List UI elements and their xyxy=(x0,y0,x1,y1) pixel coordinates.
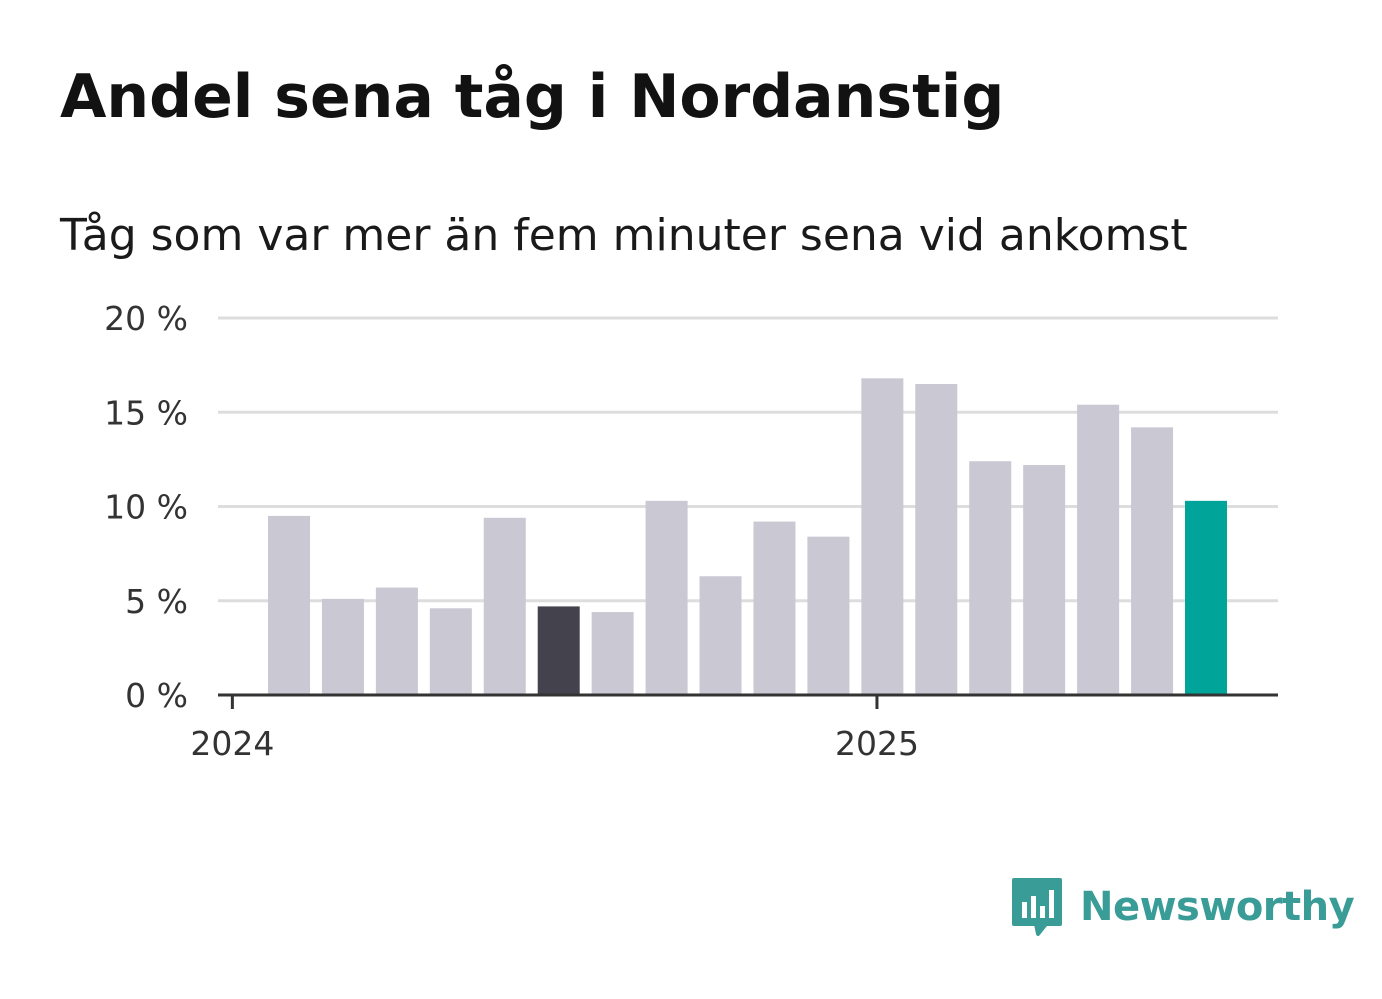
bar xyxy=(1131,427,1174,695)
y-tick-label: 15 % xyxy=(104,393,188,432)
tick-labels: 0 % 5 % 10 % 15 % 20 % 2024 2025 xyxy=(104,299,919,763)
bar xyxy=(375,587,418,695)
bar-chart-speech-bubble-icon xyxy=(1012,878,1062,936)
newsworthy-logo: Newsworthy xyxy=(1010,876,1355,938)
bar xyxy=(915,383,958,695)
bar xyxy=(321,598,364,695)
y-tick-label: 0 % xyxy=(125,676,188,715)
bar xyxy=(861,378,904,695)
bar xyxy=(807,536,850,695)
x-axis xyxy=(218,693,1278,709)
y-tick-label: 10 % xyxy=(104,488,188,527)
bar xyxy=(537,606,580,695)
bar xyxy=(645,500,688,695)
bar xyxy=(483,517,526,695)
chart-subtitle: Tåg som var mer än fem minuter sena vid … xyxy=(60,210,1188,261)
bar xyxy=(699,576,742,695)
x-tick-label: 2024 xyxy=(190,724,274,763)
bar xyxy=(1023,465,1066,695)
chart-title: Andel sena tåg i Nordanstig xyxy=(60,62,1005,132)
bar xyxy=(591,612,634,695)
bar xyxy=(969,461,1012,695)
brand-name: Newsworthy xyxy=(1080,884,1355,930)
x-tick-label: 2025 xyxy=(835,724,919,763)
y-tick-label: 5 % xyxy=(125,582,188,621)
bar xyxy=(1185,500,1227,695)
y-tick-label: 20 % xyxy=(104,299,188,338)
bar xyxy=(268,515,310,695)
bars xyxy=(268,378,1227,695)
bar xyxy=(429,608,472,695)
bar xyxy=(1077,404,1120,695)
bar xyxy=(753,521,796,695)
